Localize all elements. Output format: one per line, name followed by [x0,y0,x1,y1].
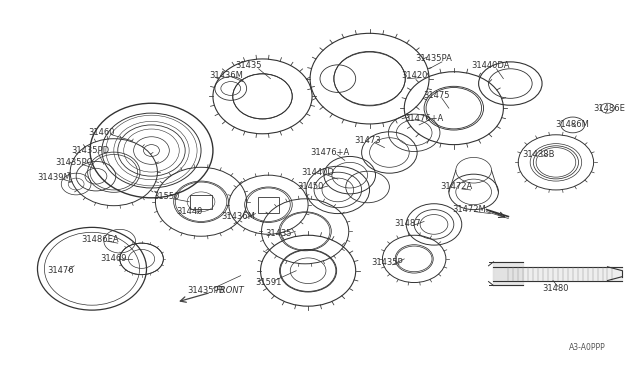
Text: 31476+A: 31476+A [310,148,349,157]
Text: 31472A: 31472A [441,183,473,192]
Text: 31435: 31435 [236,61,262,70]
Text: 31591: 31591 [255,278,282,287]
Text: 31460: 31460 [89,128,115,137]
Text: 31450: 31450 [297,183,323,192]
Text: 31480: 31480 [543,284,569,293]
Text: 31486EA: 31486EA [81,235,119,244]
Text: 31486M: 31486M [555,121,589,129]
Text: 31476: 31476 [47,266,74,275]
Text: 31436M: 31436M [209,71,243,80]
Text: 31473: 31473 [355,136,381,145]
Text: 31475: 31475 [424,91,450,100]
Text: 31440DA: 31440DA [471,61,509,70]
Text: 31435PD: 31435PD [71,146,109,155]
Text: 31435PA: 31435PA [415,54,452,64]
Text: 31550: 31550 [153,192,180,201]
Text: 31469: 31469 [100,254,127,263]
Text: 31440D: 31440D [301,168,335,177]
Text: 31486E: 31486E [593,104,625,113]
Text: 31440: 31440 [176,207,202,216]
Text: 31487: 31487 [394,219,420,228]
Text: FRONT: FRONT [216,286,244,295]
Text: 31435P: 31435P [372,258,403,267]
Text: 31435: 31435 [265,229,292,238]
Text: 31436M: 31436M [222,212,255,221]
Text: 31420: 31420 [401,71,428,80]
Text: 31435PB: 31435PB [188,286,225,295]
Text: 31438B: 31438B [522,150,554,159]
Text: 31472M: 31472M [452,205,486,214]
Text: A3-A0PPP: A3-A0PPP [570,343,606,352]
Text: 31476+A: 31476+A [404,113,444,122]
Text: 31435PC: 31435PC [56,158,93,167]
Text: 31439M: 31439M [38,173,71,182]
